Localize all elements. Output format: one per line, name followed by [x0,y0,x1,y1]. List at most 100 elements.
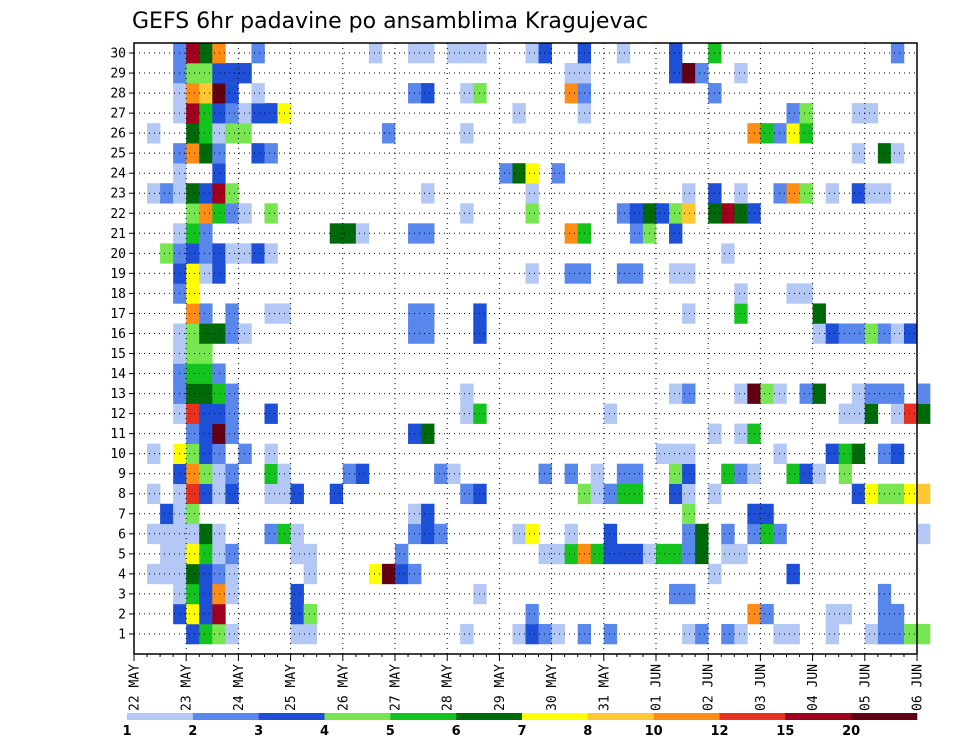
y-tick-label: 29 [110,67,126,82]
heatmap-cell [434,463,448,485]
heatmap-cell [212,63,226,84]
heatmap-cell [186,123,200,144]
heatmap-cell [903,623,918,645]
heatmap-cell [603,523,618,545]
heatmap-cell [538,543,552,565]
heatmap-cell [838,323,853,344]
heatmap-cell [355,463,370,485]
x-tick-label: 05 JUN [858,664,873,711]
heatmap-cell [460,203,474,224]
y-tick-label: 28 [110,87,126,102]
heatmap-cell [734,283,748,304]
colorbar-label: 3 [254,724,263,739]
heatmap-cell [864,483,879,505]
heatmap-cell [225,203,239,224]
heatmap-cell [199,543,213,565]
heatmap-cell [186,43,200,64]
heatmap-cell [786,623,800,645]
x-tick-label: 22 MAY [128,664,143,711]
heatmap-cell [199,523,213,545]
heatmap-cell [225,463,239,485]
heatmap-cell [890,483,905,505]
y-tick-label: 3 [118,587,126,602]
heatmap-cell [903,403,918,424]
heatmap-cell [251,103,265,124]
heatmap-cell [186,443,200,464]
heatmap-cell [160,243,174,264]
heatmap-cell [890,323,905,344]
heatmap-cell [734,183,748,204]
colorbar-swatch [127,713,194,720]
colorbar-label: 10 [645,724,663,739]
y-tick-label: 19 [110,267,126,282]
heatmap-cell [212,443,226,464]
colorbar-label: 6 [452,724,461,739]
heatmap-cell [251,143,265,164]
heatmap-cell [890,143,905,164]
colorbar-swatch [587,713,654,720]
heatmap-cell [917,623,931,645]
heatmap-cell [199,483,213,505]
y-tick-label: 7 [118,507,126,522]
heatmap-cell [199,223,213,244]
heatmap-cell [682,503,696,525]
heatmap-cell [590,463,605,485]
heatmap-cell [186,263,200,284]
heatmap-cell [251,243,265,264]
heatmap-cell [551,163,565,184]
chart-title: GEFS 6hr padavine po ansamblima Kragujev… [132,9,648,34]
heatmap-cell [395,563,409,585]
heatmap-cell [381,123,396,144]
heatmap-cell [199,463,213,485]
heatmap-cell [212,423,226,444]
x-tick-label: 23 MAY [180,664,195,711]
heatmap-cell [160,183,174,204]
heatmap-cell [682,623,696,645]
heatmap-cell [199,243,213,264]
heatmap-cell [734,463,748,485]
heatmap-cell [290,523,304,545]
heatmap-cell [760,603,774,625]
heatmap-cell [160,543,174,565]
y-tick-label: 17 [110,307,126,322]
heatmap-cell [212,403,226,424]
heatmap-cell [186,363,200,384]
heatmap-cell [903,483,918,505]
heatmap-cell [682,583,696,605]
colorbar-label: 1 [122,724,131,739]
heatmap-cell [199,403,213,424]
heatmap-cell [890,43,905,64]
heatmap-cell [682,183,696,204]
y-tick-label: 8 [118,487,126,502]
heatmap-cell [303,563,317,585]
heatmap-cell [186,583,200,605]
heatmap-cell [760,123,774,144]
heatmap-cell [199,563,213,585]
heatmap-cell [734,303,748,324]
heatmap-cell [695,543,709,565]
heatmap-cell [851,483,866,505]
y-tick-label: 1 [118,627,126,642]
heatmap-cell [186,183,200,204]
heatmap-cell [838,463,853,485]
heatmap-cell [903,323,918,344]
heatmap-cell [669,583,683,605]
heatmap-cell [773,623,787,645]
heatmap-cell [917,403,931,424]
heatmap-cell [851,323,866,344]
heatmap-cell [212,123,226,144]
heatmap-cell [264,523,278,545]
y-tick-label: 16 [110,327,126,342]
heatmap-cell [890,383,905,404]
heatmap-cell [225,383,239,404]
heatmap-cell [734,623,748,645]
heatmap-cell [838,603,853,625]
y-tick-label: 26 [110,127,126,142]
heatmap-cell [838,443,853,464]
heatmap-cell [525,203,539,224]
heatmap-cell [447,463,461,485]
colorbar-swatch [851,713,918,720]
heatmap-cell [682,263,696,284]
heatmap-cell [225,563,239,585]
x-tick-label: 31 MAY [597,664,612,711]
